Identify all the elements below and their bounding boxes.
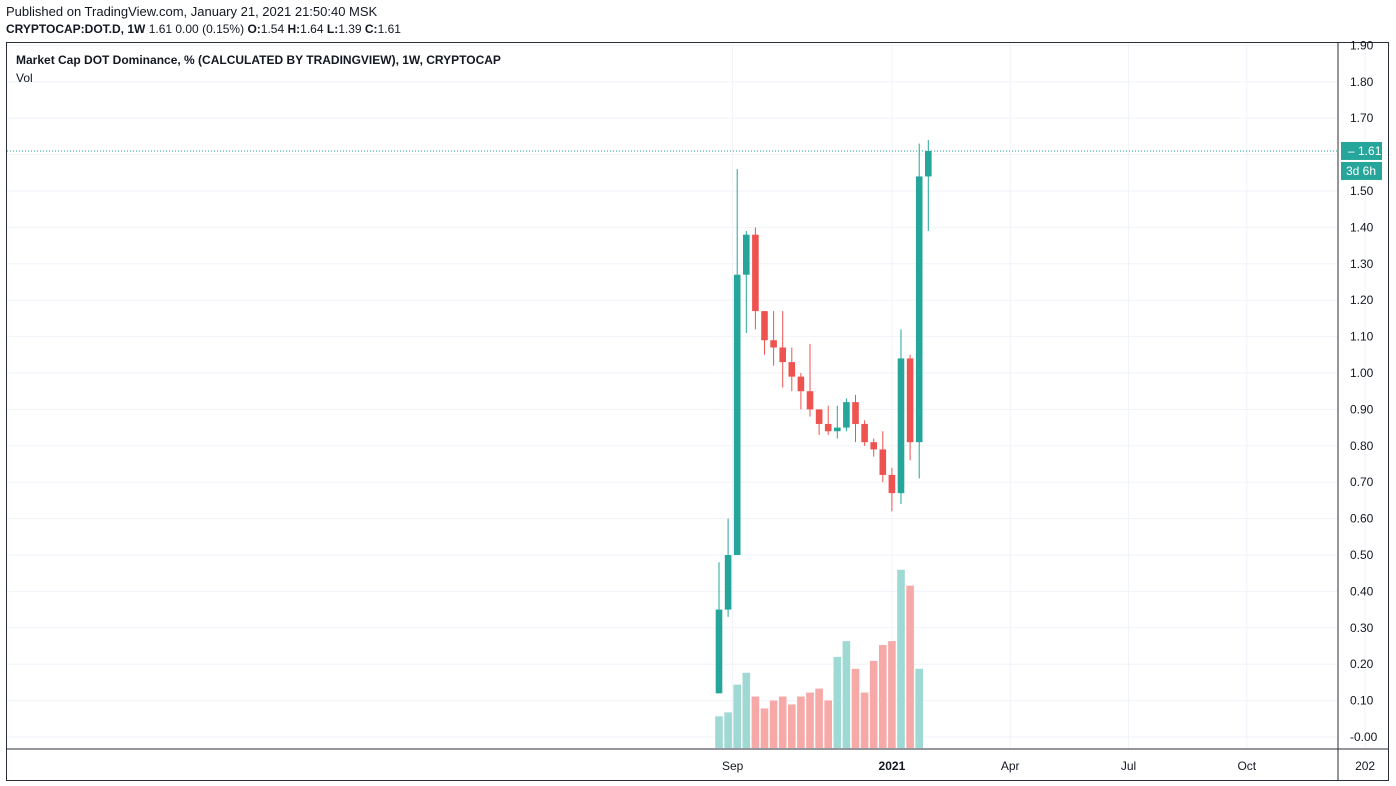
open-label: O: [247,22,261,36]
chart-frame[interactable] [6,42,1389,781]
volume-bar [751,696,760,748]
candle-body[interactable] [715,609,723,694]
volume-bar [760,708,769,748]
published-note: Published on TradingView.com, January 21… [6,4,378,19]
candle-body[interactable] [879,449,887,475]
y-tick-label: 1.40 [1350,220,1374,234]
candle-body[interactable] [915,176,923,443]
high-value: 1.64 [300,22,324,36]
y-tick-label: 0.10 [1350,694,1374,708]
y-tick-label: 1.50 [1350,184,1374,198]
y-tick-label: 0.20 [1350,657,1374,671]
y-tick-label: 1.20 [1350,293,1374,307]
open-value: 1.54 [260,22,285,36]
volume-bar [879,645,887,748]
volume-bar [806,692,814,748]
y-tick-label: 1.00 [1350,366,1374,380]
x-tick-label: Jul [1121,759,1136,773]
ohlc-bar: CRYPTOCAP:DOT.D, 1W 1.61 0.00 (0.15%) O:… [6,22,401,36]
volume-bar [860,692,869,748]
countdown-tag [1341,161,1382,180]
candle-body[interactable] [834,427,841,432]
volume-bar [842,641,851,748]
y-tick-label: 0.70 [1350,475,1374,489]
chart-title: Market Cap DOT Dominance, % (CALCULATED … [16,53,501,67]
volume-bar [869,660,878,748]
candle-body[interactable] [770,340,777,348]
candle-body[interactable] [852,402,859,424]
candle-body[interactable] [861,423,868,443]
y-tick-label: 0.50 [1350,548,1374,562]
y-tick-label: 1.70 [1350,111,1374,125]
candle-body[interactable] [843,402,850,428]
volume-bar [851,668,860,748]
y-tick-label: 1.30 [1350,257,1374,271]
x-tick-label: Sep [722,759,744,773]
y-tick-label: -0.00 [1350,730,1378,744]
candle-body[interactable] [925,150,932,177]
candle-body[interactable] [752,234,759,312]
volume-bar [742,672,751,748]
high-label: H: [287,22,301,36]
candle-body[interactable] [906,358,914,443]
y-tick-label: 1.90 [1350,38,1374,52]
y-tick-label: 0.30 [1350,621,1374,635]
y-tick-label: 0.80 [1350,439,1374,453]
change-value: 1.61 0.00 (0.15%) [148,22,245,36]
volume-bar [715,716,723,748]
last-price-label: – 1.61 [1348,144,1382,158]
x-tick-label: 202 [1355,759,1375,773]
last-price-tag [1341,141,1382,160]
candle-body[interactable] [897,358,905,494]
symbol-label: CRYPTOCAP:DOT.D, 1W [6,22,146,36]
candle-body[interactable] [797,376,805,392]
y-tick-label: 0.40 [1350,584,1374,598]
volume-legend: Vol [16,71,33,85]
low-value: 1.39 [338,22,362,36]
x-tick-label: Oct [1237,759,1256,773]
candle-body[interactable] [761,311,768,341]
x-tick-label: 2021 [879,759,906,773]
volume-bar [906,585,914,748]
volume-bar [833,656,842,748]
countdown-label: 3d 6h [1346,164,1376,178]
volume-bar [788,704,796,748]
close-value: 1.61 [377,22,401,36]
volume-bar [769,700,778,748]
y-tick-label: 0.60 [1350,512,1374,526]
candle-body[interactable] [870,442,877,450]
volume-bar [824,700,832,748]
volume-bar [797,696,805,748]
volume-bar [915,668,923,748]
y-tick-label: 0.90 [1350,402,1374,416]
close-label: C: [364,22,378,36]
candle-body[interactable] [888,474,896,494]
candle-body[interactable] [806,391,814,410]
volume-bar [815,688,823,748]
volume-bar [724,712,732,748]
candle-body[interactable] [724,555,732,610]
candle-body[interactable] [824,423,832,432]
candle-body[interactable] [733,274,741,555]
candle-body[interactable] [788,362,796,377]
volume-bar [778,696,787,748]
candle-body[interactable] [815,409,823,424]
candle-body[interactable] [743,234,750,275]
volume-bar [888,641,896,748]
y-tick-label: 1.10 [1350,330,1374,344]
low-label: L: [326,22,339,36]
y-tick-label: 1.80 [1350,75,1374,89]
volume-bar [897,569,905,748]
volume-bar [733,684,741,748]
candle-body[interactable] [779,347,786,363]
x-tick-label: Apr [1001,759,1020,773]
